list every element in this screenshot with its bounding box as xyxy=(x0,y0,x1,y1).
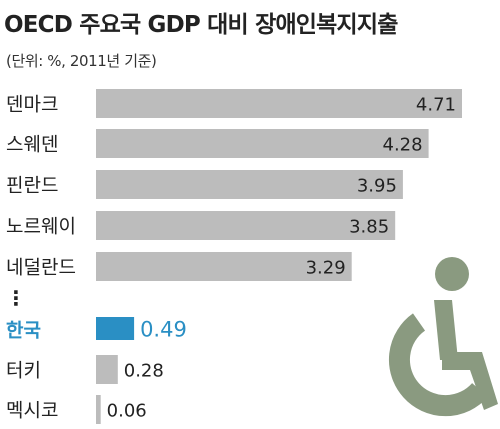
category-label-1: 스웨덴 xyxy=(6,134,58,156)
category-label-6: 터키 xyxy=(6,360,41,382)
bar-0 xyxy=(96,89,462,118)
omitted-countries-ellipsis: ⋮ xyxy=(6,286,26,310)
category-label-4: 네덜란드 xyxy=(6,257,76,279)
value-label-5: 0.49 xyxy=(140,318,187,342)
bar-1 xyxy=(96,129,429,158)
chart-subtitle: (단위: %, 2011년 기준) xyxy=(6,52,157,70)
bar-4 xyxy=(96,252,352,281)
bar-2 xyxy=(96,170,403,199)
value-label-2: 3.95 xyxy=(357,176,397,197)
bar-3 xyxy=(96,211,396,240)
value-label-0: 4.71 xyxy=(416,95,456,116)
category-label-2: 핀란드 xyxy=(6,175,58,197)
bar-7 xyxy=(96,395,101,424)
category-label-7: 멕시코 xyxy=(6,400,58,422)
bar-6 xyxy=(96,355,118,384)
wheelchair-icon xyxy=(388,257,498,417)
bar-5 xyxy=(96,317,135,340)
bar-series xyxy=(96,89,462,424)
value-labels: 4.71 4.28 3.95 3.853.29 0.49 0.28 0.06 xyxy=(107,95,456,422)
value-label-4: 3.29 xyxy=(306,258,346,279)
chart-title: OECD 주요국 GDP 대비 장애인복지지출 xyxy=(4,12,398,38)
category-label-3: 노르웨이 xyxy=(6,216,76,238)
value-label-1: 4.28 xyxy=(383,135,423,156)
category-label-5: 한국 xyxy=(6,320,41,342)
value-label-3: 3.85 xyxy=(349,217,389,238)
value-label-6: 0.28 xyxy=(124,361,164,382)
value-label-7: 0.06 xyxy=(107,401,147,422)
category-label-0: 덴마크 xyxy=(6,94,58,116)
